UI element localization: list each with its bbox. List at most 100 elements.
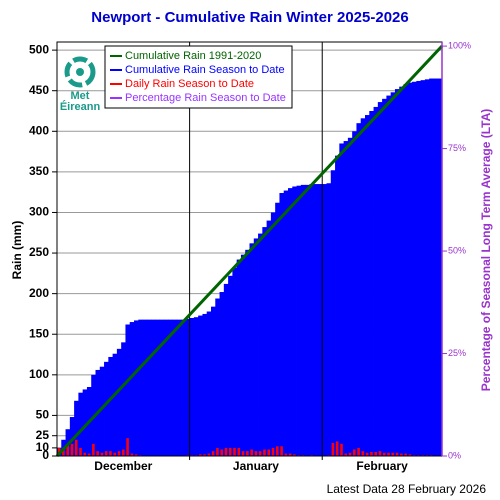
daily-bar — [288, 453, 292, 456]
daily-bar — [70, 443, 74, 456]
x-tick-label: February — [356, 459, 408, 473]
cumulative-bar — [236, 259, 242, 456]
cumulative-bar — [116, 348, 122, 456]
cumulative-bar — [74, 400, 79, 456]
cumulative-bar — [258, 233, 263, 456]
daily-bar — [250, 449, 253, 456]
y-tick-label: 400 — [29, 123, 49, 137]
cumulative-bar — [270, 212, 276, 456]
logo-mark — [64, 56, 96, 88]
cumulative-bar — [424, 79, 430, 456]
cumulative-bar — [365, 115, 370, 456]
cumulative-bar — [253, 238, 259, 456]
cumulative-bar — [335, 155, 340, 456]
cumulative-bar — [399, 86, 404, 456]
cumulative-bar — [403, 84, 409, 456]
daily-bar — [241, 451, 245, 456]
cumulative-bar — [373, 106, 379, 457]
cumulative-bar — [305, 184, 310, 456]
footer: Latest Data 28 February 2026 — [327, 482, 487, 496]
cumulative-bar — [121, 342, 126, 456]
chart-title: Newport - Cumulative Rain Winter 2025-20… — [91, 9, 408, 26]
daily-bar — [216, 447, 219, 456]
daily-bar — [109, 451, 112, 456]
legend-box — [104, 45, 293, 109]
cumulative-bar — [433, 78, 439, 456]
y2-tick-label: 50% — [448, 245, 466, 255]
daily-bar — [387, 452, 390, 456]
lta-line — [55, 45, 444, 458]
daily-bar — [353, 449, 356, 456]
daily-bar — [408, 454, 412, 456]
y-tick-label: 10 — [36, 440, 50, 454]
cumulative-bar — [138, 319, 143, 456]
daily-bar — [104, 451, 108, 456]
daily-bar — [87, 453, 91, 456]
cumulative-bar — [206, 311, 212, 456]
cumulative-bar — [288, 188, 293, 456]
cumulative-bar — [104, 361, 109, 456]
y2-tick-label: 75% — [448, 143, 466, 153]
cumulative-bar — [189, 318, 195, 456]
daily-bar — [331, 443, 335, 456]
logo-core — [76, 68, 84, 76]
daily-bar — [400, 453, 403, 456]
daily-bar — [62, 447, 65, 456]
y-tick-label: 200 — [29, 286, 49, 300]
x-tick-label: December — [94, 459, 152, 473]
daily-bar — [126, 438, 129, 456]
daily-bar — [276, 446, 279, 456]
cumulative-bar — [185, 318, 191, 456]
cumulative-bar — [283, 190, 289, 456]
cumulative-bar — [125, 324, 131, 456]
daily-bar — [348, 452, 352, 456]
daily-bar — [271, 447, 275, 456]
daily-bar — [365, 452, 369, 456]
cumulative-bar — [159, 319, 165, 456]
cumulative-bar — [352, 131, 357, 456]
cumulative-bar — [309, 184, 315, 456]
cumulative-bar — [198, 315, 203, 456]
daily-bar — [228, 447, 232, 456]
cumulative-bar — [202, 313, 208, 456]
cumulative-bar — [193, 317, 199, 456]
daily-bar — [258, 451, 262, 456]
y2-axis-label: Percentage of Seasonal Long Term Average… — [479, 109, 493, 392]
cumulative-bar — [326, 183, 332, 456]
cumulative-bar — [219, 292, 225, 456]
daily-bar — [92, 443, 95, 456]
cumulative-bar — [134, 320, 139, 456]
cumulative-bar — [172, 319, 178, 456]
cumulative-bar — [82, 389, 88, 456]
cumulative-bar — [223, 283, 229, 456]
cumulative-bar — [266, 220, 272, 456]
y-tick-label: 100 — [29, 367, 49, 381]
cumulative-bar — [163, 319, 169, 456]
cumulative-bar — [347, 137, 353, 456]
daily-bar — [293, 454, 296, 456]
cumulative-bar — [382, 98, 387, 456]
cumulative-bar — [155, 319, 161, 456]
y-tick-label: 150 — [29, 326, 49, 340]
logo-text: Met — [71, 90, 90, 102]
y-tick-label: 0 — [42, 448, 49, 462]
cumulative-bar — [112, 353, 118, 456]
daily-bar — [74, 439, 78, 456]
daily-bar — [224, 447, 228, 456]
cumulative-bar — [339, 143, 345, 456]
cumulative-bar — [394, 89, 400, 457]
daily-bar — [220, 449, 223, 456]
cumulative-bar — [360, 118, 366, 457]
daily-bar — [374, 451, 377, 456]
daily-bar — [211, 451, 215, 456]
legend-label: Cumulative Rain 1991-2020 — [125, 50, 261, 62]
daily-bar — [335, 441, 339, 456]
daily-bar — [130, 453, 134, 456]
cumulative-bar — [377, 102, 383, 456]
daily-bar — [378, 451, 382, 456]
daily-bar — [100, 452, 104, 456]
cumulative-bar — [407, 82, 413, 457]
y-tick-label: 250 — [29, 245, 49, 259]
